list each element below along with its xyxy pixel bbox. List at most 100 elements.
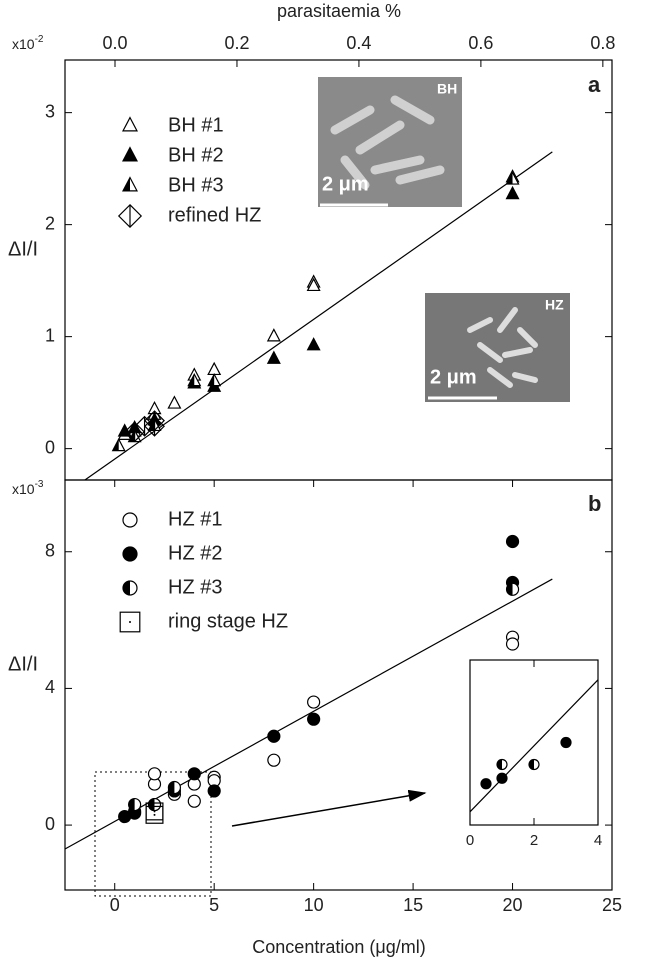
data-point [307, 695, 321, 709]
legend-marker [122, 546, 138, 562]
data-point [480, 778, 492, 790]
data-point [307, 712, 321, 726]
multiplier-exponent: -2 [35, 34, 44, 45]
legend-label: BH #1 [168, 114, 224, 136]
marker-dot [153, 810, 156, 813]
data-point [144, 410, 165, 432]
marker-shape [117, 423, 132, 437]
data-point [505, 582, 520, 596]
y-axis-label: ΔI/I [8, 238, 38, 260]
marker-shape [187, 767, 201, 781]
y-axis-label: ΔI/I [8, 653, 38, 675]
legend-label: HZ #3 [168, 576, 222, 598]
marker-half [168, 781, 175, 794]
legend-marker [122, 512, 138, 528]
marker-shape [505, 637, 520, 651]
y-tick-label: 2 [45, 213, 55, 233]
marker-shape [167, 395, 182, 409]
marker-dot [153, 813, 156, 816]
marker-half [112, 439, 119, 451]
marker-shape [505, 534, 520, 549]
marker-shape [266, 328, 281, 342]
x2-tick-label: 0.2 [224, 33, 249, 53]
legend-label: refined HZ [168, 204, 261, 226]
marker-shape [122, 116, 138, 132]
x-tick-label: 15 [403, 895, 423, 915]
marker-shape [207, 361, 222, 376]
data-point [147, 767, 162, 781]
multiplier-base: x10 [12, 481, 35, 497]
legend-label: HZ #1 [168, 508, 222, 530]
marker-shape [147, 767, 162, 781]
inset-frame [469, 659, 599, 826]
x-axis-label: Concentration (μg/ml) [252, 937, 425, 957]
data-point [117, 423, 132, 437]
multiplier-exponent: -3 [35, 479, 44, 490]
marker-shape [122, 512, 138, 528]
y-tick-label: 0 [45, 437, 55, 457]
data-point [187, 372, 202, 387]
marker-half [123, 581, 130, 595]
legend-marker [122, 176, 138, 192]
multiplier: x10-2 [12, 34, 44, 52]
x-tick-label: 10 [304, 895, 324, 915]
x2-tick-label: 0.0 [102, 33, 127, 53]
marker-shape [307, 712, 321, 726]
marker-shape [267, 753, 281, 767]
top-axis-label: parasitaemia % [277, 1, 401, 21]
multiplier-base: x10 [12, 36, 35, 52]
data-point [145, 802, 164, 821]
x-tick-label: 20 [503, 895, 523, 915]
data-point [207, 784, 221, 798]
data-point [505, 185, 520, 200]
panel-label: a [588, 72, 601, 97]
bh-scale: 2 μm [322, 173, 369, 195]
x2-tick-label: 0.6 [468, 33, 493, 53]
marker-shape [267, 729, 281, 743]
legend-label: BH #3 [168, 174, 224, 196]
marker-shape [505, 185, 520, 200]
marker-half [128, 430, 135, 442]
zoom-arrow [231, 789, 427, 827]
marker-half [128, 798, 135, 811]
marker-shape [560, 736, 572, 749]
y-tick-label: 8 [45, 541, 55, 561]
bh-image-label: BH [437, 81, 457, 97]
x-tick-label: 2 [530, 832, 538, 849]
y-tick-label: 3 [45, 101, 55, 121]
data-point [505, 637, 520, 651]
data-point [167, 395, 182, 409]
legend-label: ring stage HZ [168, 610, 288, 632]
y-tick-label: 1 [45, 325, 55, 345]
x-tick-label: 0 [110, 895, 120, 915]
marker-dot [129, 621, 131, 623]
data-point [124, 421, 146, 443]
marker-shape [122, 546, 138, 562]
legend-label: BH #2 [168, 144, 224, 166]
y-tick-label: 0 [45, 814, 55, 834]
hz-image: HZ 2 μm [425, 293, 570, 402]
data-point [306, 337, 321, 351]
marker-half [506, 172, 513, 185]
marker-shape [145, 802, 164, 821]
panel-label: b [588, 491, 601, 516]
data-point [528, 758, 540, 771]
data-point [266, 328, 281, 342]
legend-marker [122, 580, 138, 596]
marker-shape [122, 146, 138, 162]
data-point [111, 437, 126, 452]
marker-shape [306, 337, 321, 351]
legend-label: HZ #2 [168, 542, 222, 564]
y-tick-label: 4 [45, 677, 55, 697]
marker-shape [187, 794, 201, 808]
marker-half [123, 177, 130, 191]
data-point [267, 753, 281, 767]
data-point [306, 277, 321, 292]
hz-scale: 2 μm [430, 366, 477, 388]
data-point [207, 372, 222, 387]
marker-shape [306, 277, 321, 292]
x2-tick-label: 0.4 [346, 33, 371, 53]
marker-half [148, 798, 155, 811]
marker-half [208, 374, 215, 386]
legend-marker [122, 146, 138, 162]
